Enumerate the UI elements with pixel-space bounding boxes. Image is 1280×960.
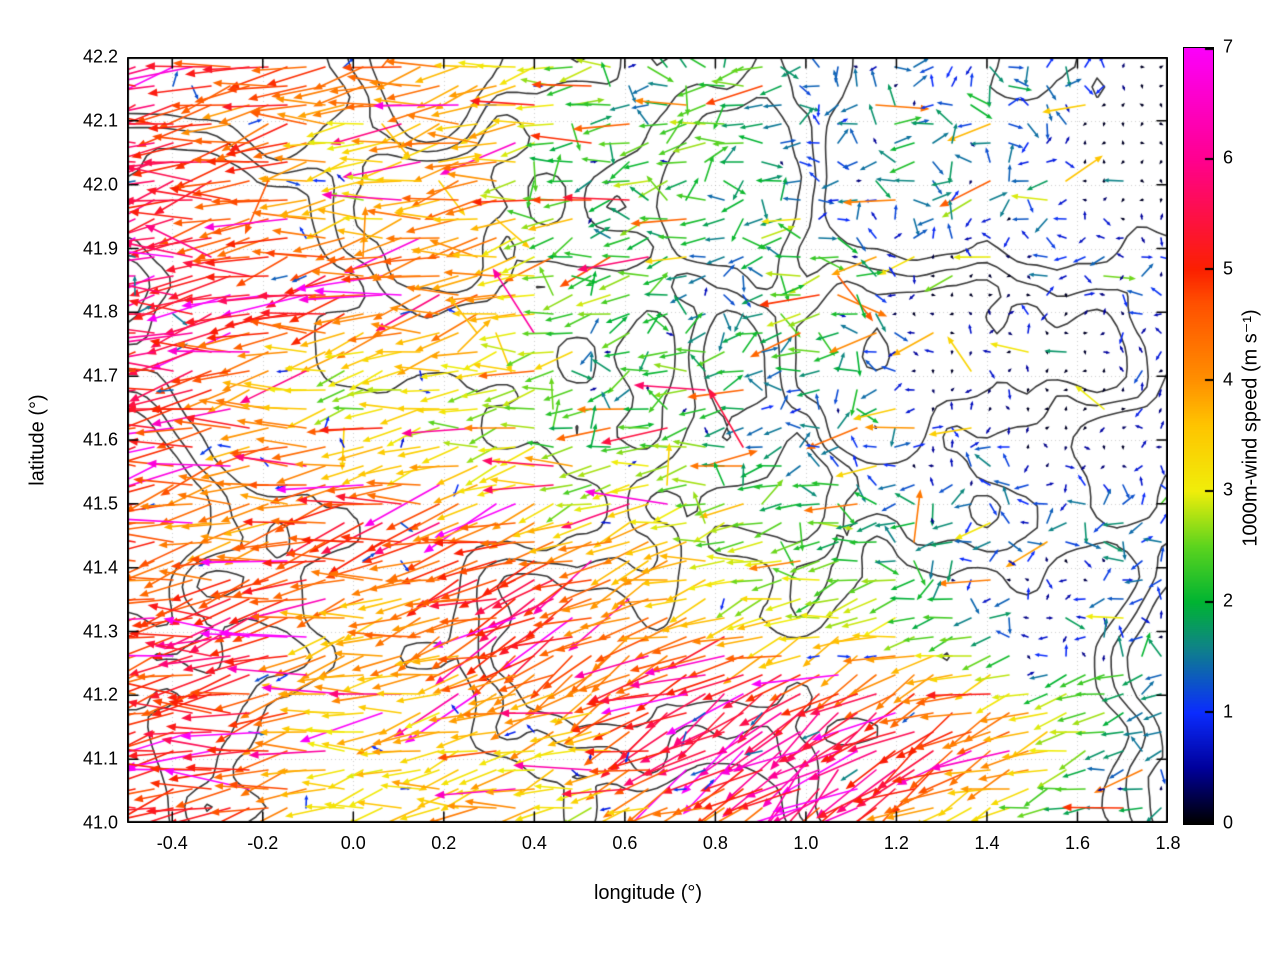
x-tick-label: 0.0 — [340, 833, 366, 853]
y-axis-label: latitude (°) — [26, 394, 49, 486]
y-tick-label: 41.1 — [82, 748, 118, 769]
y-tick-label: 41.9 — [82, 238, 118, 258]
x-tick-label: 0.8 — [702, 833, 728, 853]
y-tick-label: 41.0 — [82, 812, 118, 833]
x-axis-label: longitude (°) — [593, 882, 703, 904]
x-tick-label: 1.2 — [883, 833, 909, 853]
x-tick-label: -0.4 — [156, 833, 188, 853]
y-tick-label: 42.1 — [82, 110, 118, 131]
y-tick-label: 42.2 — [82, 46, 118, 67]
vector-field-canvas — [127, 57, 1168, 823]
x-tick-label: 0.2 — [431, 833, 457, 853]
x-tick-label: -0.2 — [247, 833, 279, 853]
colorbar-tick-label: 7 — [1223, 36, 1234, 57]
colorbar-tick-label: 4 — [1223, 369, 1234, 390]
colorbar-label: 1000m-wind speed (m s⁻¹) — [1239, 309, 1262, 547]
y-tick-label: 41.6 — [82, 429, 118, 450]
x-tick-label: 0.6 — [612, 833, 638, 853]
x-tick-label: 1.8 — [1155, 833, 1181, 853]
y-tick-label: 41.5 — [82, 493, 118, 514]
colorbar-gradient — [1183, 47, 1214, 825]
colorbar-tick-label: 6 — [1223, 147, 1234, 168]
x-tick-label: 0.4 — [521, 833, 547, 853]
colorbar-tick-label: 2 — [1223, 590, 1234, 611]
y-tick-label: 41.4 — [82, 557, 118, 578]
x-tick-label: 1.0 — [793, 833, 819, 853]
y-tick-label: 41.2 — [82, 684, 118, 705]
colorbar-tick-label: 0 — [1223, 812, 1234, 833]
y-tick-label: 42.0 — [82, 174, 118, 195]
colorbar-tick-label: 3 — [1223, 479, 1234, 500]
y-tick-label: 41.7 — [82, 365, 118, 386]
y-tick-label: 41.3 — [82, 621, 118, 641]
colorbar-tick-label: 5 — [1223, 258, 1234, 279]
colorbar-tick-label: 1 — [1223, 701, 1234, 722]
x-tick-label: 1.6 — [1064, 833, 1090, 853]
y-tick-label: 41.8 — [82, 301, 118, 322]
x-tick-label: 1.4 — [974, 833, 1000, 853]
